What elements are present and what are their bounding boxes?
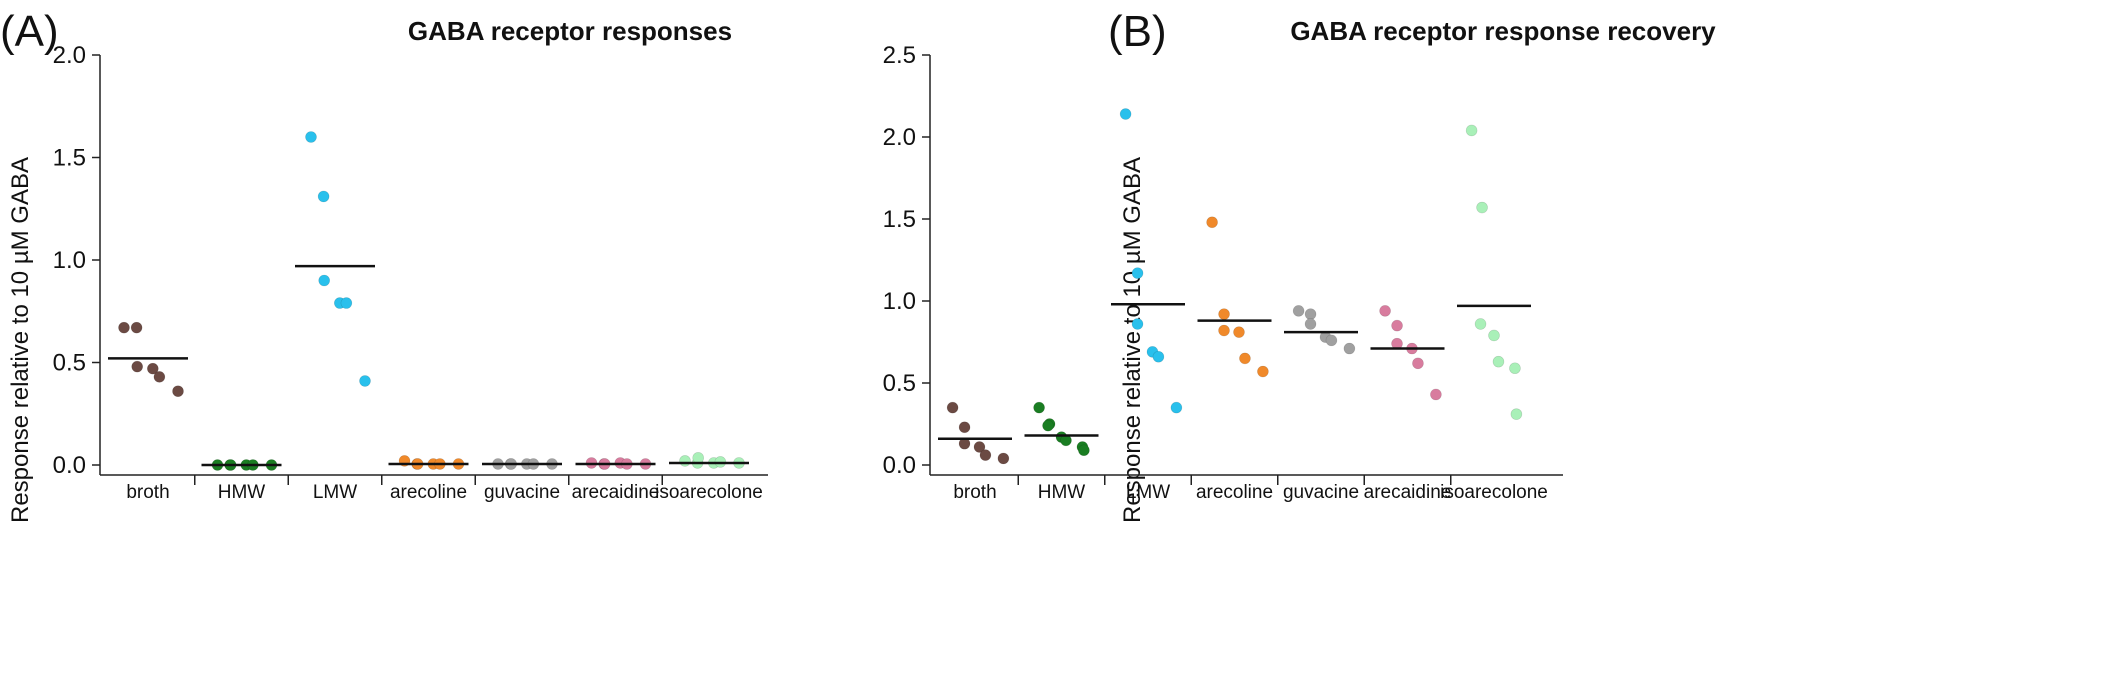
panel-b-point-guvacine <box>1292 305 1305 317</box>
panel-b-point-HMW <box>1042 419 1054 432</box>
panel-b-point-LMW <box>1119 108 1132 120</box>
panel-b-y-tick-label: 1.0 <box>883 288 916 315</box>
panel-b-letter: (B) <box>1108 7 1167 56</box>
panel-b-point-broth <box>946 401 959 414</box>
panel-a-point-isoarecolone <box>679 455 691 467</box>
panel-b-y-tick-label: 0.5 <box>883 370 916 397</box>
panel-b-y-axis-label: Response relative to 10 µM GABA <box>1119 157 1146 523</box>
panel-b-category-label-broth: broth <box>953 482 996 503</box>
panel-b-point-broth <box>997 452 1010 465</box>
panel-b-point-isoarecolone <box>1465 124 1478 137</box>
panel-b-category-label-isoarecolone: isoarecolone <box>1440 482 1548 503</box>
panel-a-y-tick-label: 0.0 <box>53 452 86 479</box>
panel-b-point-guvacine <box>1304 318 1317 330</box>
panel-b-point-isoarecolone <box>1492 355 1505 368</box>
panel-a-title: GABA receptor responses <box>408 16 732 46</box>
panel-a-category-label-isoarecolone: isoarecolone <box>655 482 763 503</box>
panel-b-point-isoarecolone <box>1488 329 1500 342</box>
panel-b-point-LMW <box>1131 267 1144 279</box>
panel-b-point-HMW <box>1078 444 1090 457</box>
panel-b-y-tick-label: 2.0 <box>883 124 916 151</box>
panel-a-point-LMW <box>340 297 353 309</box>
panel-a-category-label-HMW: HMW <box>218 482 266 503</box>
panel-a-point-broth <box>131 360 143 373</box>
panel-b-point-broth <box>979 449 992 461</box>
panel-b-point-broth <box>958 421 971 434</box>
panel-a-point-broth <box>172 385 184 398</box>
panel-a-category-label-LMW: LMW <box>313 482 357 503</box>
panel-a-plot: 0.0 0.5 1.0 1.5 2.0 broth HMW LMW arecoline guvac… <box>53 42 768 503</box>
panel-b-point-isoarecolone <box>1474 318 1487 330</box>
panel-b-category-label-arecoline: arecoline <box>1196 482 1273 503</box>
panel-a-category-label-arecaidine: arecaidine <box>572 482 660 503</box>
panel-b-y-tick-label: 2.5 <box>883 42 916 69</box>
panel-b-title: GABA receptor response recovery <box>1290 16 1716 46</box>
panel-a-point-LMW <box>359 375 371 387</box>
panel-a-y-tick-label: 2.0 <box>53 42 86 69</box>
panel-b-point-arecoline <box>1218 308 1230 320</box>
panel-b-point-isoarecolone <box>1476 201 1488 214</box>
panel-a-category-label-arecoline: arecoline <box>390 482 467 503</box>
panel-b-point-broth <box>973 441 986 453</box>
panel-b-category-label-arecaidine: arecaidine <box>1364 482 1452 503</box>
panel-a-y-axis-label: Response relative to 10 µM GABA <box>7 157 34 523</box>
panel-b-point-arecaidine <box>1391 319 1403 332</box>
panel-b-point-arecoline <box>1218 324 1230 337</box>
panel-a-category-label-guvacine: guvacine <box>484 482 560 503</box>
panel-b-point-LMW <box>1131 318 1144 330</box>
panel-b-point-LMW <box>1170 401 1183 414</box>
panel-a-point-isoarecolone <box>692 452 705 464</box>
panel-b-point-arecaidine <box>1430 388 1442 401</box>
panel-a-point-broth <box>130 321 143 334</box>
panel-b-point-arecoline <box>1239 352 1251 365</box>
panel-a-point-broth <box>153 371 166 383</box>
panel-b-point-isoarecolone <box>1510 408 1523 420</box>
panel-b-point-guvacine <box>1325 334 1338 347</box>
panel-b-category-label-guvacine: guvacine <box>1283 482 1359 503</box>
panel-a-point-LMW <box>305 131 317 143</box>
panel-b-point-arecaidine <box>1379 305 1391 317</box>
panel-a-category-label-broth: broth <box>126 482 169 503</box>
panel-b-point-HMW <box>1033 401 1045 414</box>
panel-b-point-guvacine <box>1343 342 1356 355</box>
panel-b-y-tick-label: 1.5 <box>883 206 916 233</box>
panel-b-point-arecaidine <box>1412 357 1424 370</box>
panel-a-y-tick-label: 0.5 <box>53 350 86 377</box>
panel-b-y-tick-label: 0.0 <box>883 452 916 479</box>
panel-a-y-tick-label: 1.0 <box>53 247 86 274</box>
panel-b-plot: 0.0 0.5 1.0 1.5 2.0 2.5 broth HMW LMW arecoline gu… <box>883 42 1563 503</box>
panel-a-letter: (A) <box>0 7 59 56</box>
panel-a-point-broth <box>118 321 130 334</box>
panel-b-point-guvacine <box>1304 308 1317 320</box>
panel-a-point-broth <box>147 362 159 375</box>
panel-b-category-label-HMW: HMW <box>1038 482 1086 503</box>
panel-b-point-arecoline <box>1206 216 1218 229</box>
panel-b-point-isoarecolone <box>1509 362 1521 375</box>
panel-b-point-arecoline <box>1233 326 1245 338</box>
panel-a-y-tick-label: 1.5 <box>53 145 86 172</box>
panel-b-category-label-LMW: LMW <box>1126 482 1170 503</box>
panel-a-point-LMW <box>317 190 330 203</box>
panel-b-point-LMW <box>1152 350 1165 363</box>
panel-b-point-arecoline <box>1257 365 1269 378</box>
panel-a-point-LMW <box>318 274 331 287</box>
